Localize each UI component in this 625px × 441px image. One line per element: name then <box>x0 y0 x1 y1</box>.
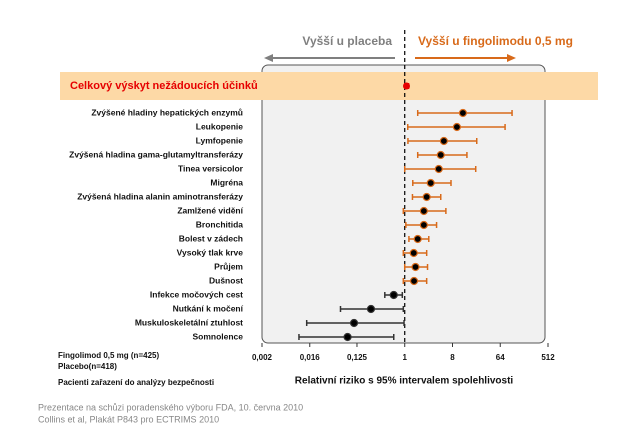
point <box>343 332 352 342</box>
x-tick-label: 512 <box>541 353 555 362</box>
arrow-right-head <box>507 54 516 62</box>
point <box>434 164 443 174</box>
category-label: Lymfopenie <box>196 135 244 145</box>
category-label: Zvýšená hladina alanin aminotransferázy <box>77 191 243 201</box>
point <box>419 220 428 230</box>
legend-note: Fingolimod 0,5 mg (n=425) <box>58 351 159 360</box>
point <box>419 206 428 216</box>
point <box>439 136 448 146</box>
overall-label: Celkový výskyt nežádoucích účinků <box>70 80 258 92</box>
category-label: Bronchitida <box>196 219 243 229</box>
category-label: Nutkání k močení <box>173 303 244 313</box>
category-label: Bolest v zádech <box>179 233 243 243</box>
plot-panel <box>261 64 546 344</box>
point <box>389 290 398 300</box>
x-tick-label: 0,125 <box>347 353 368 362</box>
point <box>422 192 431 202</box>
category-label: Průjem <box>214 261 243 271</box>
point <box>426 178 435 188</box>
point <box>411 262 420 272</box>
point <box>409 276 419 286</box>
header-right: Vyšší u fingolimodu 0,5 mg <box>418 34 573 48</box>
footnote: Prezentace na schůzi poradenského výboru… <box>38 402 303 412</box>
arrow-left-head <box>264 54 273 62</box>
overall-point <box>402 82 410 90</box>
x-tick-label: 1 <box>403 353 408 362</box>
category-label: Migréna <box>210 177 243 187</box>
x-axis-label: Relativní riziko s 95% intervalem spoleh… <box>295 376 514 387</box>
category-label: Tinea versicolor <box>178 163 244 173</box>
population-note: Pacienti zařazení do analýzy bezpečnosti <box>58 378 214 387</box>
category-label: Zvýšená hladina gama-glutamyltransferázy <box>69 149 243 159</box>
category-label: Zvýšené hladiny hepatických enzymů <box>91 107 243 117</box>
x-tick-label: 64 <box>496 353 505 362</box>
point <box>366 304 376 314</box>
category-label: Infekce močových cest <box>150 289 243 299</box>
category-label: Vysoký tlak krve <box>177 247 244 257</box>
point <box>409 248 418 258</box>
header-left: Vyšší u placeba <box>302 34 392 48</box>
overall-band <box>60 72 598 100</box>
point <box>436 150 445 160</box>
point <box>349 318 359 328</box>
category-label: Zamlžené vidění <box>177 205 243 215</box>
x-tick-label: 8 <box>450 353 455 362</box>
category-label: Dušnost <box>209 275 243 285</box>
footnote: Collins et al, Plakát P843 pro ECTRIMS 2… <box>38 414 219 424</box>
category-label: Somnolence <box>192 331 243 341</box>
category-label: Leukopenie <box>196 121 244 131</box>
x-tick-label: 0,016 <box>300 353 321 362</box>
legend-note: Placebo(n=418) <box>58 362 117 371</box>
point <box>458 108 468 118</box>
x-tick-label: 0,002 <box>252 353 273 362</box>
category-label: Muskuloskeletální ztuhlost <box>135 317 243 327</box>
point <box>413 234 422 244</box>
point <box>452 122 462 132</box>
